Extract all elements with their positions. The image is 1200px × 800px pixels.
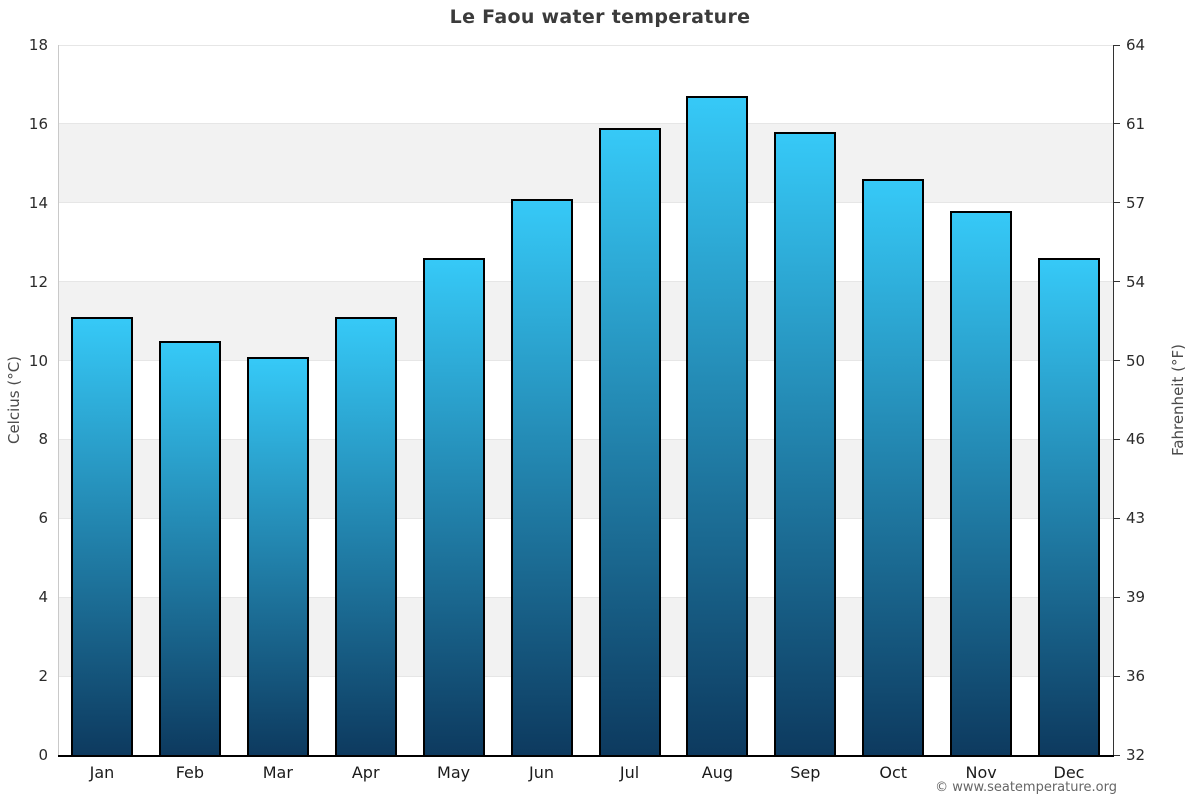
x-tick-label-jun: Jun xyxy=(529,763,554,782)
x-tick-label-sep: Sep xyxy=(790,763,821,782)
bar-oct[interactable] xyxy=(862,179,925,755)
x-tick-label-dec: Dec xyxy=(1053,763,1085,782)
y-tick-label-celsius: 16 xyxy=(28,114,48,133)
bar-may[interactable] xyxy=(422,258,485,755)
right-axis-tick xyxy=(1114,754,1120,756)
right-axis-tick xyxy=(1114,596,1120,598)
y-tick-label-celsius: 12 xyxy=(28,272,48,291)
grid-band xyxy=(58,281,1113,361)
chart-title: Le Faou water temperature xyxy=(449,6,751,28)
right-axis-tick xyxy=(1114,675,1120,677)
gridline xyxy=(58,281,1113,283)
y-tick-label-fahrenheit: 46 xyxy=(1126,430,1146,449)
y-tick-label-fahrenheit: 54 xyxy=(1126,272,1146,291)
right-axis-tick xyxy=(1114,281,1120,283)
y-tick-label-fahrenheit: 64 xyxy=(1126,36,1146,54)
x-tick-label-aug: Aug xyxy=(701,763,734,782)
bar-sep[interactable] xyxy=(774,131,837,755)
y-tick-label-fahrenheit: 50 xyxy=(1126,351,1146,370)
gridline xyxy=(58,438,1113,440)
y-tick-label-fahrenheit: 43 xyxy=(1126,509,1146,528)
y-tick-label-celsius: 10 xyxy=(28,351,48,370)
bar-mar[interactable] xyxy=(246,356,309,755)
grid-band xyxy=(58,439,1113,519)
right-axis-tick xyxy=(1114,438,1120,440)
right-axis-tick xyxy=(1114,44,1120,46)
x-tick-label-mar: Mar xyxy=(262,763,293,782)
bar-dec[interactable] xyxy=(1038,258,1100,755)
bar-aug[interactable] xyxy=(686,96,749,755)
gridline xyxy=(58,44,1113,46)
grid-band xyxy=(58,597,1113,677)
y-tick-label-fahrenheit: 57 xyxy=(1126,193,1146,212)
gridline xyxy=(58,517,1113,519)
bar-jul[interactable] xyxy=(598,127,661,755)
y-tick-label-celsius: 18 xyxy=(28,36,48,54)
right-axis-line xyxy=(1113,45,1114,757)
x-tick-label-feb: Feb xyxy=(175,763,205,782)
y-tick-label-celsius: 14 xyxy=(28,193,48,212)
x-axis-line xyxy=(58,755,1114,757)
left-axis-line xyxy=(58,45,59,755)
x-tick-label-oct: Oct xyxy=(879,763,908,782)
bar-apr[interactable] xyxy=(334,317,397,755)
bar-jun[interactable] xyxy=(510,198,573,755)
y-tick-label-celsius: 2 xyxy=(38,667,48,686)
right-axis-tick xyxy=(1114,517,1120,519)
gridline xyxy=(58,596,1113,598)
grid-band xyxy=(58,123,1113,203)
x-tick-label-jan: Jan xyxy=(89,763,115,782)
bar-jan[interactable] xyxy=(71,317,133,755)
credit-link[interactable]: © www.seatemperature.org xyxy=(935,780,1117,795)
y-tick-label-celsius: 8 xyxy=(38,430,48,449)
bar-nov[interactable] xyxy=(950,210,1013,755)
y-tick-label-fahrenheit: 61 xyxy=(1126,114,1146,133)
right-axis-tick xyxy=(1114,202,1120,204)
y-tick-label-celsius: 4 xyxy=(38,588,48,607)
gridline xyxy=(58,202,1113,204)
y-tick-label-celsius: 0 xyxy=(38,746,48,764)
gridline xyxy=(58,675,1113,677)
x-tick-label-nov: Nov xyxy=(965,763,997,782)
y-tick-label-celsius: 6 xyxy=(38,509,48,528)
x-tick-label-jul: Jul xyxy=(619,763,640,782)
right-axis-tick xyxy=(1114,123,1120,125)
right-axis-tick xyxy=(1114,360,1120,362)
gridline xyxy=(58,360,1113,362)
gridline xyxy=(58,123,1113,125)
bar-feb[interactable] xyxy=(158,340,221,755)
x-tick-label-may: May xyxy=(437,763,471,782)
x-tick-label-apr: Apr xyxy=(351,763,380,782)
y-tick-label-fahrenheit: 39 xyxy=(1126,588,1146,607)
y-tick-label-fahrenheit: 36 xyxy=(1126,667,1146,686)
y-tick-label-fahrenheit: 32 xyxy=(1126,746,1146,764)
